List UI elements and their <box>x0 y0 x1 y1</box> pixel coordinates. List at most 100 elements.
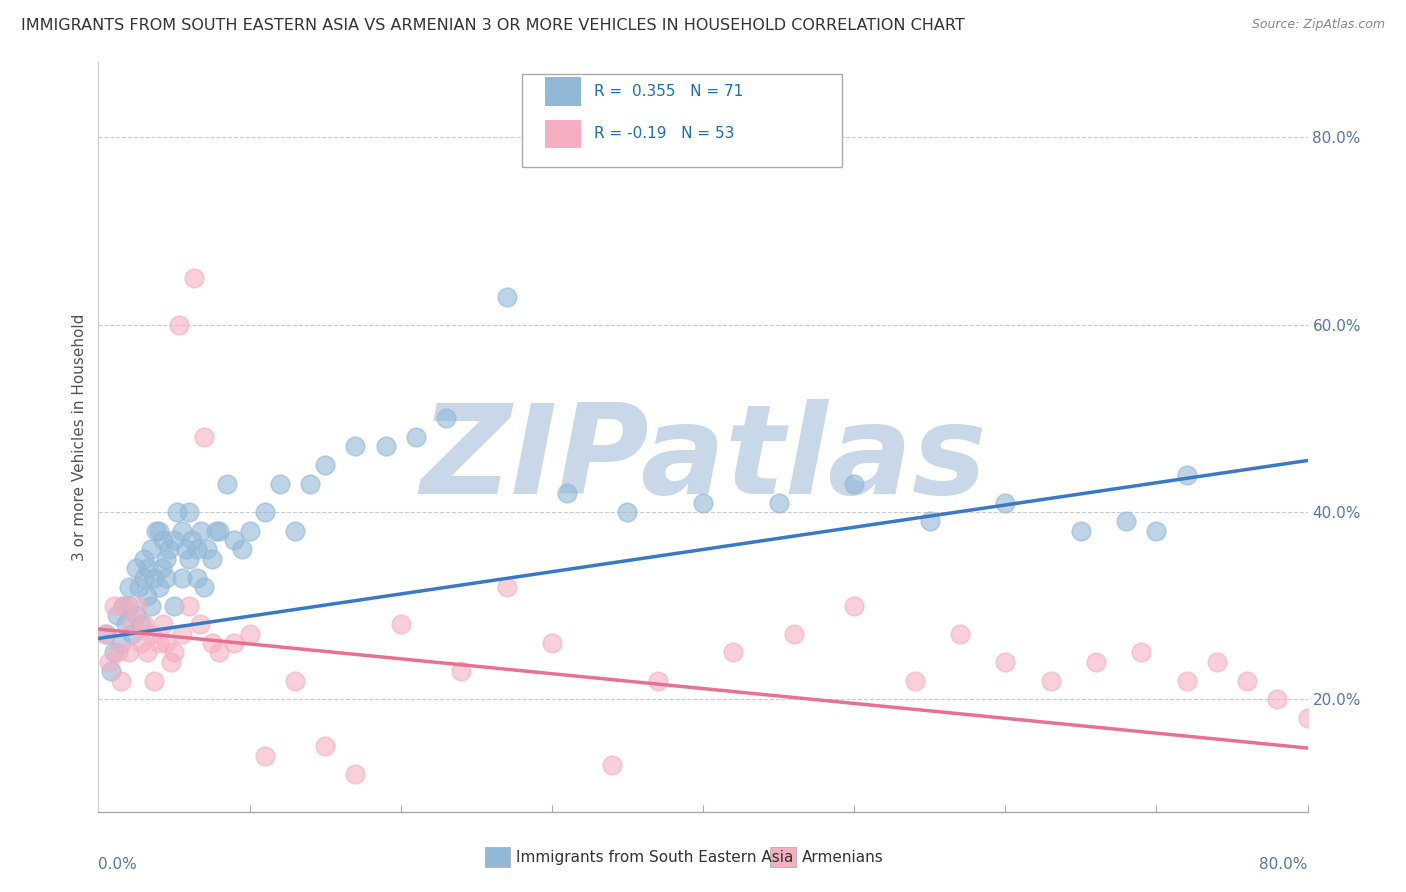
Point <box>616 505 638 519</box>
Point <box>314 458 336 473</box>
Text: Source: ZipAtlas.com: Source: ZipAtlas.com <box>1251 18 1385 31</box>
Point <box>723 646 745 660</box>
Point <box>135 646 157 660</box>
Text: ZIPatlas: ZIPatlas <box>420 399 986 520</box>
Point <box>231 542 253 557</box>
Point <box>110 673 132 688</box>
Point <box>132 617 155 632</box>
Point <box>269 476 291 491</box>
Point <box>253 505 276 519</box>
Point <box>105 608 128 623</box>
Point <box>284 524 307 538</box>
Point <box>1296 711 1319 725</box>
Point <box>135 589 157 603</box>
Point <box>224 636 246 650</box>
Point <box>125 608 148 623</box>
Point <box>284 673 307 688</box>
Point <box>143 673 166 688</box>
Point <box>1144 524 1167 538</box>
Point <box>94 626 117 640</box>
Point <box>205 524 228 538</box>
Point <box>193 430 215 444</box>
Point <box>1175 467 1198 482</box>
Point <box>179 551 201 566</box>
Point <box>152 533 174 547</box>
Point <box>111 599 134 613</box>
Point <box>188 617 211 632</box>
Point <box>145 524 167 538</box>
Point <box>103 599 125 613</box>
Point <box>389 617 412 632</box>
Point <box>163 533 186 547</box>
Point <box>1236 673 1258 688</box>
Point <box>1130 646 1153 660</box>
Point <box>141 599 163 613</box>
Point <box>121 626 143 640</box>
Point <box>118 646 141 660</box>
Point <box>540 636 562 650</box>
Point <box>344 767 367 781</box>
Point <box>299 476 322 491</box>
Point <box>994 496 1017 510</box>
Point <box>186 571 208 585</box>
Text: 0.0%: 0.0% <box>98 856 138 871</box>
Point <box>495 289 517 303</box>
Point <box>170 571 193 585</box>
Point <box>844 599 866 613</box>
Point <box>1115 514 1137 528</box>
Point <box>190 524 212 538</box>
Point <box>163 599 186 613</box>
Point <box>110 636 132 650</box>
Point <box>170 524 193 538</box>
Point <box>783 626 806 640</box>
Point <box>129 636 152 650</box>
Point <box>195 542 218 557</box>
Bar <box>485 847 510 867</box>
Point <box>179 505 201 519</box>
Point <box>166 505 188 519</box>
Point <box>208 646 231 660</box>
Point <box>768 496 790 510</box>
Point <box>155 571 177 585</box>
Point <box>103 646 125 660</box>
Point <box>132 551 155 566</box>
Point <box>692 496 714 510</box>
Point <box>174 542 197 557</box>
Point <box>112 599 135 613</box>
Text: R = -0.19   N = 53: R = -0.19 N = 53 <box>595 127 734 141</box>
FancyBboxPatch shape <box>544 120 581 148</box>
Point <box>186 542 208 557</box>
Point <box>208 524 231 538</box>
FancyBboxPatch shape <box>544 78 581 106</box>
Point <box>450 664 472 679</box>
Point <box>405 430 427 444</box>
Text: 80.0%: 80.0% <box>1260 856 1308 871</box>
Point <box>918 514 941 528</box>
Point <box>94 626 117 640</box>
Bar <box>770 847 796 867</box>
Point <box>141 542 163 557</box>
Point <box>239 524 262 538</box>
Point <box>253 748 276 763</box>
Y-axis label: 3 or more Vehicles in Household: 3 or more Vehicles in Household <box>72 313 87 561</box>
Point <box>100 664 122 679</box>
Point <box>1039 673 1062 688</box>
Point <box>239 626 262 640</box>
Point <box>1070 524 1092 538</box>
Point <box>224 533 246 547</box>
Point <box>183 271 205 285</box>
Point <box>602 758 624 772</box>
Point <box>155 636 177 650</box>
Point <box>141 626 163 640</box>
Text: R =  0.355   N = 71: R = 0.355 N = 71 <box>595 84 744 99</box>
Point <box>132 571 155 585</box>
Point <box>159 542 181 557</box>
Point <box>201 551 224 566</box>
Point <box>98 655 121 669</box>
Point <box>647 673 669 688</box>
Point <box>904 673 927 688</box>
Point <box>495 580 517 594</box>
Point <box>114 617 136 632</box>
Point <box>1085 655 1108 669</box>
Point <box>1175 673 1198 688</box>
